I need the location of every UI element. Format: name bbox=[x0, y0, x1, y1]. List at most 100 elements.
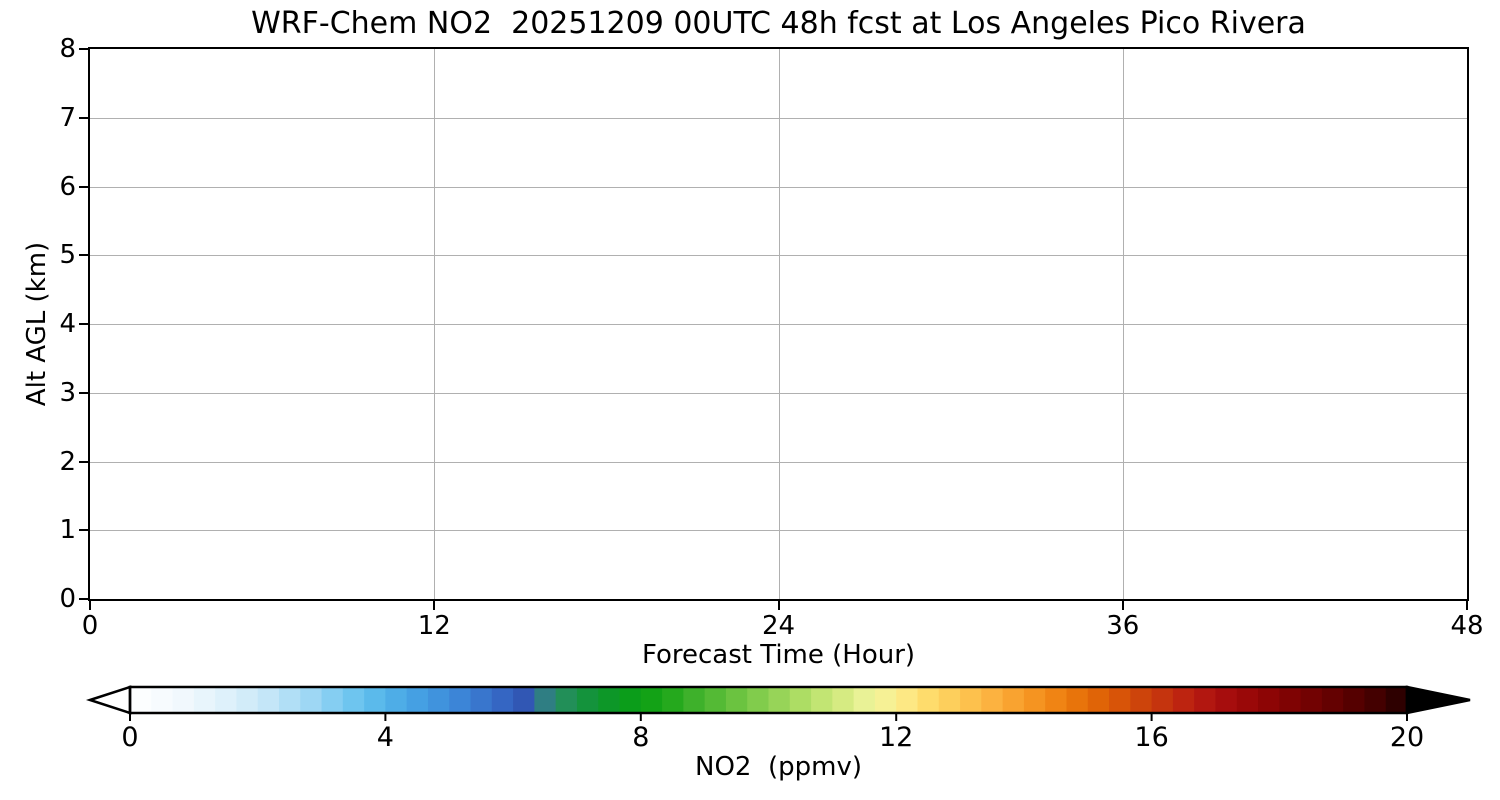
x-tick-label: 36 bbox=[1106, 611, 1140, 641]
colorbar-segment bbox=[576, 687, 599, 713]
colorbar-segment bbox=[640, 687, 663, 713]
x-tick-mark bbox=[433, 601, 436, 610]
y-tick-label: 2 bbox=[59, 446, 76, 477]
colorbar-segment bbox=[853, 687, 876, 713]
colorbar-segment bbox=[193, 687, 216, 713]
colorbar-segment bbox=[1364, 687, 1387, 713]
colorbar-segment bbox=[789, 687, 812, 713]
colorbar-tick-label: 20 bbox=[1389, 722, 1425, 753]
colorbar-segment bbox=[725, 687, 748, 713]
colorbar-segment bbox=[278, 687, 301, 713]
plot-area bbox=[88, 47, 1469, 601]
colorbar-segment bbox=[1066, 687, 1089, 713]
x-tick-mark bbox=[1466, 601, 1468, 610]
colorbar-segment bbox=[215, 687, 238, 713]
colorbar-segment bbox=[1045, 687, 1068, 713]
colorbar-segment bbox=[1300, 687, 1323, 713]
x-axis-label: Forecast Time (Hour) bbox=[641, 640, 916, 670]
x-tick-label: 12 bbox=[417, 611, 451, 641]
colorbar-tick-label: 16 bbox=[1134, 722, 1169, 753]
x-tick-label: 48 bbox=[1450, 611, 1484, 641]
colorbar-segment bbox=[513, 687, 535, 713]
colorbar-segment bbox=[1321, 687, 1344, 713]
y-tick-mark bbox=[79, 254, 88, 257]
colorbar-segment bbox=[960, 687, 982, 713]
colorbar-segment bbox=[491, 687, 514, 713]
colorbar-segment bbox=[151, 687, 174, 713]
y-tick-label: 8 bbox=[59, 34, 76, 64]
gridline-vertical bbox=[1122, 49, 1124, 599]
colorbar-tick-label: 0 bbox=[121, 722, 139, 753]
y-tick-label: 6 bbox=[59, 171, 76, 202]
colorbar-segment bbox=[364, 687, 386, 713]
colorbar-segment bbox=[1109, 687, 1131, 713]
x-tick-mark bbox=[1121, 601, 1124, 610]
y-tick-mark bbox=[79, 460, 88, 463]
colorbar-segment bbox=[1130, 687, 1153, 713]
colorbar-segment bbox=[385, 687, 408, 713]
colorbar-segment bbox=[1236, 687, 1259, 713]
colorbar-segment bbox=[130, 687, 152, 713]
colorbar-segment bbox=[449, 687, 472, 713]
y-tick-mark bbox=[79, 598, 88, 600]
colorbar-tick-label: 12 bbox=[879, 722, 914, 753]
y-tick-mark bbox=[79, 185, 88, 188]
colorbar-segment bbox=[172, 687, 195, 713]
colorbar-segment bbox=[1023, 687, 1046, 713]
colorbar-segment bbox=[683, 687, 706, 713]
colorbar-tick-label: 4 bbox=[376, 722, 394, 753]
x-tick-mark bbox=[777, 601, 780, 610]
y-tick-mark bbox=[79, 323, 88, 325]
colorbar-segment bbox=[1002, 687, 1025, 713]
gridline-vertical bbox=[778, 49, 780, 599]
colorbar-segment bbox=[427, 687, 450, 713]
colorbar-segment bbox=[662, 687, 684, 713]
colorbar-segment bbox=[1343, 687, 1366, 713]
y-tick-label: 7 bbox=[59, 102, 76, 133]
colorbar-segment bbox=[321, 687, 344, 713]
colorbar-segment bbox=[938, 687, 961, 713]
colorbar-extend-min-arrow bbox=[85, 685, 132, 715]
colorbar-segment bbox=[1279, 687, 1302, 713]
y-tick-mark bbox=[79, 116, 88, 119]
colorbar-segment bbox=[1215, 687, 1238, 713]
colorbar-segment bbox=[1258, 687, 1280, 713]
colorbar-segment bbox=[768, 687, 791, 713]
colorbar-segment bbox=[300, 687, 323, 713]
y-tick-mark bbox=[79, 48, 88, 50]
y-tick-label: 3 bbox=[59, 377, 76, 408]
colorbar-segment bbox=[917, 687, 940, 713]
colorbar-segment bbox=[236, 687, 259, 713]
y-tick-label: 0 bbox=[59, 584, 76, 614]
y-tick-mark bbox=[79, 391, 88, 394]
colorbar-segment bbox=[470, 687, 493, 713]
colorbar-segment bbox=[811, 687, 833, 713]
x-tick-mark bbox=[89, 601, 91, 610]
colorbar-segment bbox=[1194, 687, 1217, 713]
colorbar-segment bbox=[896, 687, 919, 713]
colorbar-tick-label: 8 bbox=[632, 722, 650, 753]
colorbar-segment bbox=[257, 687, 280, 713]
colorbar-segment bbox=[1087, 687, 1110, 713]
colorbar-segment bbox=[619, 687, 642, 713]
colorbar-segment bbox=[981, 687, 1004, 713]
y-tick-label: 4 bbox=[59, 309, 76, 339]
x-tick-label: 0 bbox=[81, 611, 99, 641]
colorbar-outline bbox=[128, 685, 1409, 715]
y-tick-mark bbox=[79, 529, 88, 532]
colorbar-segment bbox=[342, 687, 365, 713]
y-tick-label: 1 bbox=[59, 515, 76, 546]
colorbar-segment bbox=[598, 687, 621, 713]
colorbar-segment bbox=[747, 687, 770, 713]
colorbar-segment bbox=[1172, 687, 1195, 713]
colorbar-segment bbox=[704, 687, 727, 713]
y-tick-label: 5 bbox=[59, 240, 76, 271]
colorbar-segment bbox=[1385, 687, 1408, 713]
colorbar-segment bbox=[555, 687, 578, 713]
colorbar-segment bbox=[534, 687, 557, 713]
gridline-vertical bbox=[434, 49, 436, 599]
x-tick-label: 24 bbox=[761, 611, 796, 641]
colorbar-extend-max-arrow bbox=[1405, 685, 1471, 715]
colorbar-segment bbox=[1151, 687, 1174, 713]
